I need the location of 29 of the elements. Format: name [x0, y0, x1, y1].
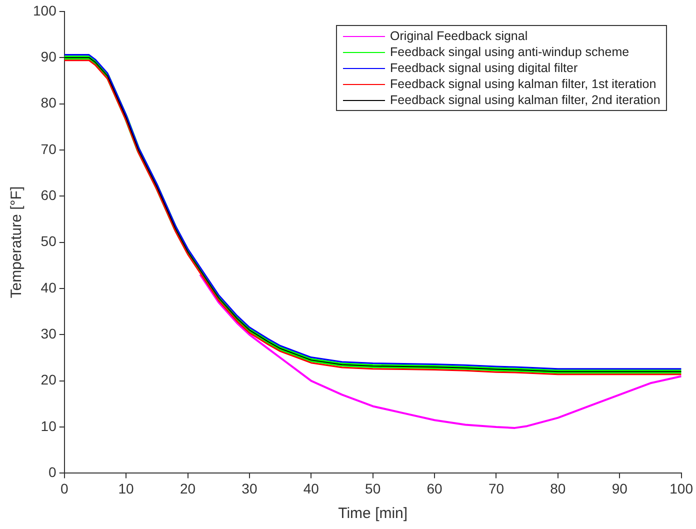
- x-tick-label: 70: [488, 480, 504, 496]
- legend-label: Feedback singal using anti-windup scheme: [390, 45, 630, 60]
- y-tick-label: 10: [40, 418, 57, 434]
- x-tick-label: 40: [303, 480, 320, 496]
- y-tick-label: 40: [40, 279, 57, 296]
- y-tick-label: 100: [33, 2, 57, 18]
- legend-label: Original Feedback signal: [390, 29, 528, 44]
- x-tick-label: 60: [426, 480, 443, 496]
- y-tick-label: 0: [48, 464, 57, 480]
- y-tick-label: 60: [40, 186, 57, 203]
- x-tick-label: 10: [118, 480, 134, 496]
- y-tick-label: 50: [40, 233, 57, 250]
- y-axis-title: Temperature [°F]: [8, 186, 26, 298]
- y-tick-label: 30: [40, 326, 57, 342]
- legend-label: Feedback signal using digital filter: [390, 61, 578, 76]
- legend-label: Feedback signal using kalman filter, 1st iteration: [390, 77, 656, 92]
- x-tick-label: 20: [180, 480, 196, 496]
- legend-label: Feedback signal using kalman filter, 2nd iteration: [390, 93, 660, 108]
- y-tick-label: 70: [40, 140, 57, 157]
- y-tick-label: 90: [40, 48, 57, 64]
- x-tick-label: 90: [612, 480, 628, 496]
- x-tick-label: 50: [365, 480, 381, 496]
- x-tick-label: 30: [242, 480, 258, 496]
- x-tick-label: 0: [60, 480, 68, 496]
- y-tick-label: 20: [40, 372, 57, 388]
- y-tick-label: 80: [40, 94, 57, 111]
- x-tick-label: 80: [550, 480, 566, 496]
- x-axis-title: Time [min]: [338, 505, 408, 522]
- x-tick-label: 100: [670, 480, 694, 496]
